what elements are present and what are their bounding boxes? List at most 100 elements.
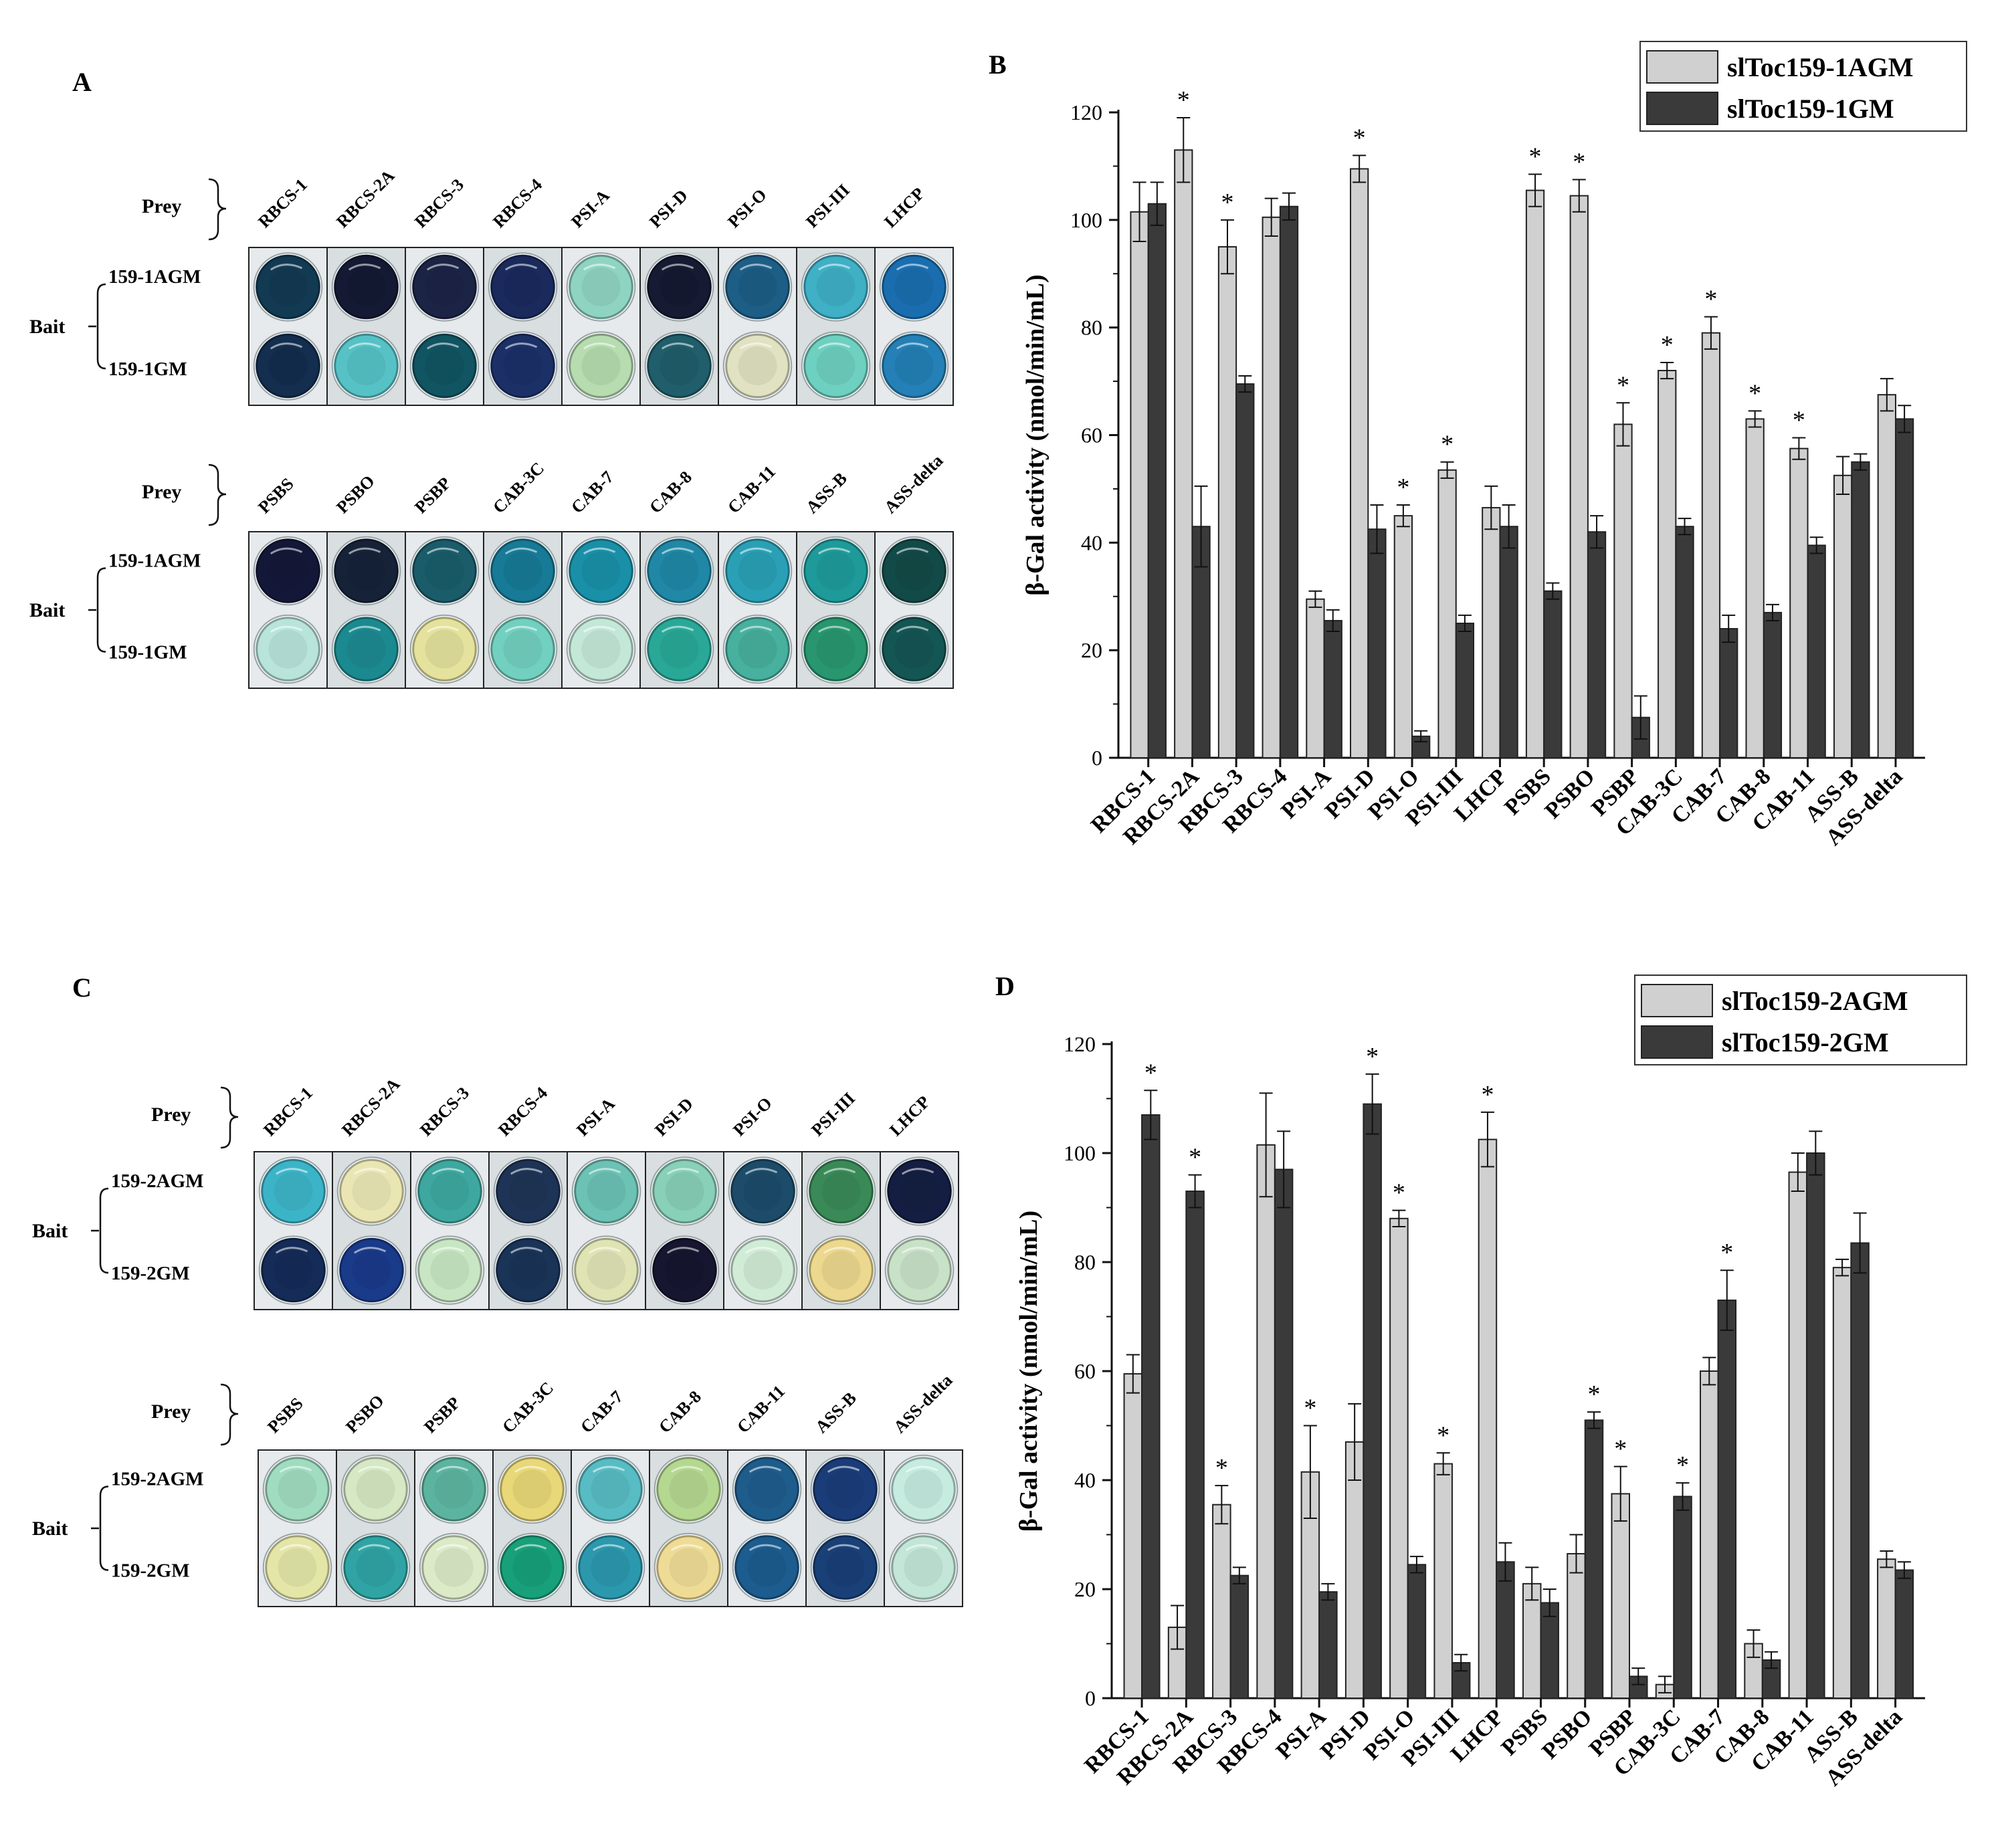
well-center: [274, 1250, 313, 1290]
panel-letter-b: B: [989, 49, 1007, 80]
well-center: [425, 629, 464, 669]
prey-name: PSI-III: [802, 181, 854, 232]
prey-brace: [208, 178, 227, 241]
bait-bracket: [91, 1187, 109, 1274]
significance-asterisk: *: [1353, 124, 1366, 152]
plate-column: [796, 247, 876, 406]
bar-series1: [1389, 1217, 1409, 1700]
legend-label: slToc159-1GM: [1727, 94, 1894, 124]
x-tick-label: PSBO: [1537, 1704, 1597, 1764]
panel-letter-d: D: [995, 971, 1015, 1001]
well-highlight: [817, 625, 851, 633]
well-highlight: [275, 1247, 308, 1254]
significance-asterisk: *: [1441, 431, 1454, 459]
well-center: [743, 1250, 783, 1290]
y-tick-label: 80: [1081, 316, 1102, 340]
y-tick-label: 60: [1074, 1359, 1096, 1383]
well-highlight: [905, 1465, 938, 1473]
well-highlight: [583, 264, 616, 271]
well-highlight: [270, 547, 303, 555]
bait-label: Bait: [32, 1518, 68, 1540]
well-highlight: [896, 625, 929, 633]
well-center: [660, 629, 699, 669]
significance-asterisk: *: [1748, 379, 1761, 407]
bar-series1: [1306, 598, 1325, 758]
prey-name: CAB-3C: [489, 458, 548, 517]
bait-bracket: [91, 1485, 109, 1571]
bar-series2: [1717, 1300, 1737, 1700]
prey-name: RBCS-3: [416, 1083, 473, 1140]
plate-column: [727, 1449, 807, 1607]
y-tick-label: 100: [1070, 208, 1102, 232]
well-center: [356, 1548, 395, 1587]
well-highlight: [827, 1465, 860, 1473]
bait-label: Bait: [29, 316, 65, 338]
prey-name: RBCS-1: [254, 175, 311, 231]
significance-asterisk: *: [1661, 331, 1674, 359]
legend: slToc159-1AGM slToc159-1GM: [1639, 41, 1967, 132]
bar-series1: [1701, 332, 1721, 759]
prey-name: PSI-D: [645, 186, 692, 232]
bar-series1: [1300, 1471, 1320, 1699]
bar-series2: [1147, 203, 1167, 759]
plate-column: [649, 1449, 728, 1607]
well-highlight: [270, 342, 303, 350]
y-tick-label: 40: [1074, 1468, 1096, 1492]
bar-series2: [1455, 622, 1475, 758]
bar-series1: [1522, 1582, 1542, 1700]
significance-asterisk: *: [1366, 1043, 1379, 1071]
bar-series1: [1833, 474, 1853, 758]
bar-series1: [1569, 195, 1589, 759]
bait-row-label: 159-2GM: [111, 1560, 190, 1582]
well-center: [900, 1171, 939, 1211]
significance-asterisk: *: [1189, 1144, 1201, 1172]
plate-column: [639, 247, 719, 406]
well-highlight: [348, 625, 381, 633]
well-center: [352, 1250, 391, 1290]
well-center: [581, 346, 621, 386]
y-tick-label: 20: [1074, 1577, 1096, 1601]
well-highlight: [661, 264, 694, 271]
bar-series2: [1763, 611, 1783, 758]
well-center: [660, 551, 699, 591]
well-highlight: [431, 1247, 465, 1254]
bar-series1: [1393, 515, 1413, 758]
well-center: [503, 346, 542, 386]
prey-name: PSBS: [264, 1394, 306, 1437]
well-center: [904, 1469, 943, 1509]
well-highlight: [270, 625, 303, 633]
bar-series1: [1350, 168, 1369, 758]
well-center: [816, 267, 856, 307]
bar-series1: [1344, 1441, 1365, 1699]
panel-letter-c: C: [72, 972, 92, 1003]
bar-series1: [1212, 1504, 1231, 1700]
significance-asterisk: *: [1437, 1421, 1449, 1449]
bait-label: Bait: [32, 1220, 68, 1242]
well-highlight: [275, 1168, 308, 1175]
well-center: [738, 629, 777, 669]
well-highlight: [901, 1247, 934, 1254]
bar-series2: [1675, 526, 1694, 758]
y-tick-label: 100: [1064, 1141, 1096, 1165]
well-highlight: [583, 625, 616, 633]
bar-series1: [1788, 1171, 1808, 1699]
prey-name: CAB-7: [577, 1387, 627, 1437]
bar-series2: [1628, 1675, 1648, 1699]
well-center: [665, 1171, 704, 1211]
x-tick-label: PSI-A: [1276, 764, 1336, 823]
bar-series1: [1658, 370, 1677, 758]
bar-series2: [1806, 1152, 1825, 1699]
well-highlight: [510, 1247, 543, 1254]
bait-row-label: 159-1AGM: [108, 550, 201, 572]
significance-asterisk: *: [1704, 286, 1717, 314]
well-center: [425, 267, 464, 307]
well-center: [738, 346, 777, 386]
well-highlight: [739, 264, 773, 271]
plate-column: [880, 1151, 959, 1310]
well-highlight: [817, 342, 851, 350]
bar-series2: [1185, 1191, 1205, 1700]
prey-brace: [220, 1383, 239, 1446]
well-center: [425, 346, 464, 386]
bar-chart-d: 0 20 40 60 80 100 120 β-Gal activity (nmol/min/…: [1015, 974, 1967, 1791]
bait-bracket: [88, 283, 106, 370]
